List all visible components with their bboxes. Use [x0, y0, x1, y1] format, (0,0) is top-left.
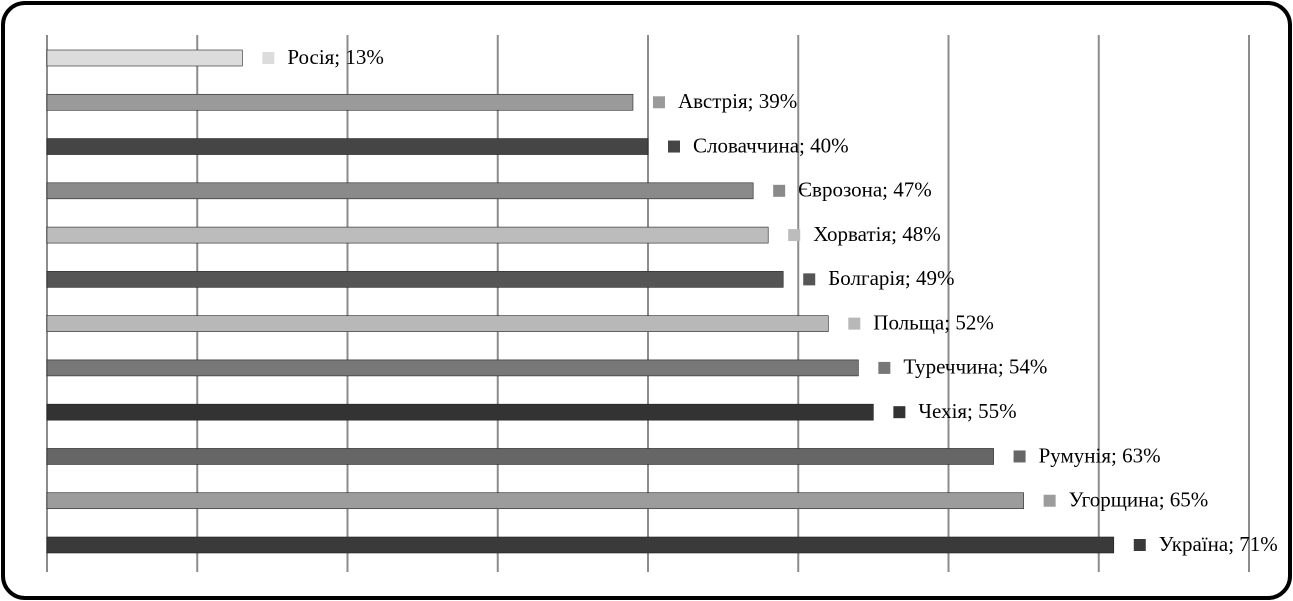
bar	[46, 403, 874, 421]
legend-marker	[1133, 539, 1146, 551]
bar	[46, 226, 769, 244]
data-label: Росія; 13%	[287, 45, 384, 69]
data-label: Туреччина; 54%	[903, 355, 1047, 379]
bar	[46, 138, 649, 155]
legend-marker	[848, 317, 861, 330]
data-label: Австрія; 39%	[678, 89, 797, 113]
bar	[46, 271, 784, 288]
data-label: Польща; 52%	[873, 310, 994, 334]
bar	[46, 536, 1115, 554]
data-label: Єврозона; 47%	[798, 178, 932, 202]
data-label: Україна; 71%	[1159, 532, 1278, 556]
legend-marker	[262, 52, 275, 64]
data-label: Хорватія; 48%	[813, 222, 941, 246]
bar	[46, 359, 859, 377]
data-label: Болгарія; 49%	[828, 266, 954, 290]
bar	[46, 492, 1024, 510]
data-label: Словаччина; 40%	[693, 133, 849, 157]
legend-marker	[773, 184, 786, 197]
data-label: Румунія; 63%	[1039, 443, 1161, 467]
legend-marker	[1043, 494, 1056, 507]
legend-marker	[803, 273, 816, 286]
data-label: Чехія; 55%	[918, 399, 1016, 423]
legend-marker	[788, 229, 801, 242]
bar	[46, 49, 243, 67]
data-label: Угорщина; 65%	[1069, 488, 1209, 512]
bar	[46, 315, 829, 332]
legend-marker	[893, 406, 906, 419]
legend-marker	[1013, 450, 1026, 463]
legend-marker	[652, 96, 665, 109]
legend-marker	[668, 140, 680, 153]
bar	[46, 93, 634, 111]
bar	[46, 182, 754, 200]
legend-marker	[878, 361, 891, 374]
bar	[46, 448, 994, 465]
